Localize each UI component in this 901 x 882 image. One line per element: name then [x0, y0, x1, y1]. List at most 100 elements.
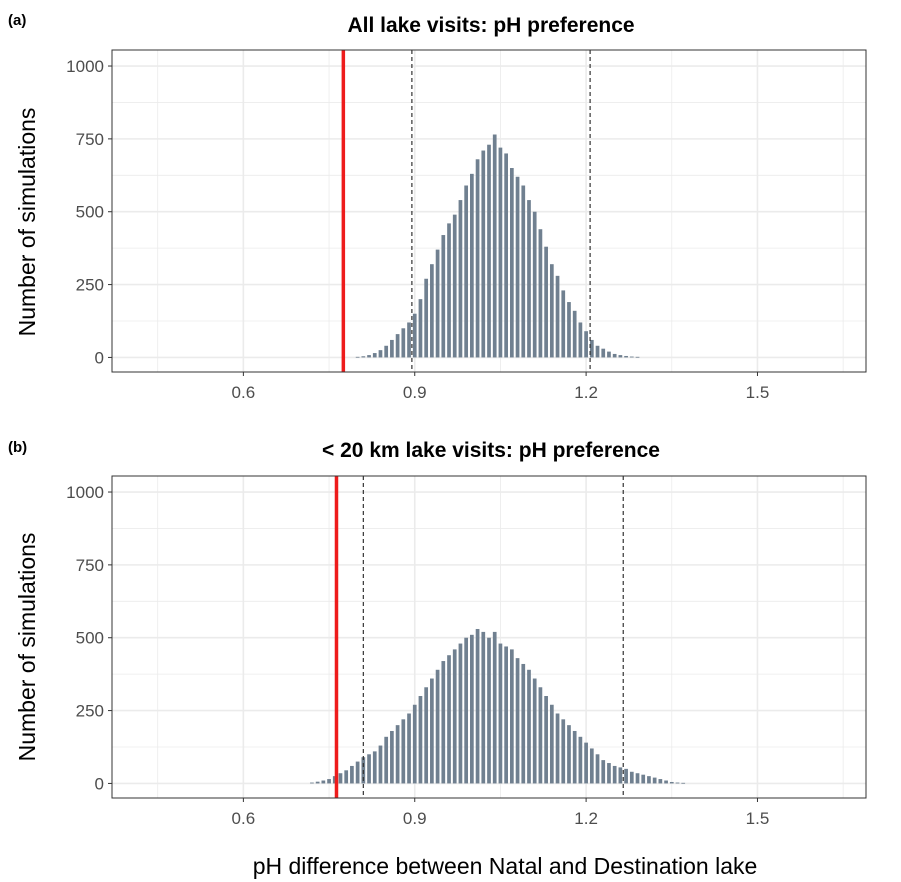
histogram-bar	[384, 736, 389, 784]
histogram-bar	[589, 339, 594, 358]
histogram-bar	[624, 768, 628, 784]
panel-a-bars	[355, 134, 640, 358]
panel-b-tag: (b)	[8, 439, 27, 456]
histogram-bar	[544, 246, 548, 358]
x-tick-label: 1.2	[574, 383, 598, 402]
histogram-bar	[355, 761, 360, 784]
histogram-bar	[475, 628, 480, 784]
histogram-bar	[521, 663, 526, 784]
histogram-bar	[384, 345, 389, 358]
histogram-bar	[589, 748, 594, 784]
x-tick-label: 0.9	[403, 809, 427, 828]
histogram-bar	[578, 322, 583, 358]
histogram-bar	[470, 173, 474, 358]
histogram-bar	[338, 773, 343, 784]
x-tick-label: 1.5	[746, 383, 770, 402]
y-tick-label: 500	[76, 203, 104, 222]
histogram-bar	[509, 168, 514, 358]
histogram-bar	[544, 696, 548, 784]
histogram-bar	[464, 637, 469, 784]
histogram-bar	[584, 331, 588, 358]
histogram-bar	[635, 356, 640, 358]
y-tick-label: 250	[76, 276, 104, 295]
histogram-bar	[521, 185, 526, 358]
histogram-bar	[612, 353, 617, 358]
x-tick-label: 1.5	[746, 809, 770, 828]
histogram-bar	[412, 313, 417, 358]
histogram-bar	[567, 725, 571, 784]
histogram-bar	[647, 776, 651, 784]
panel-a: (a) All lake visits: pH preference Numbe…	[8, 12, 867, 402]
histogram-bar	[595, 754, 600, 784]
histogram-bar	[561, 290, 566, 358]
histogram-bar	[315, 781, 320, 784]
histogram-bar	[418, 299, 423, 358]
histogram-bar	[624, 355, 628, 358]
histogram-bar	[635, 773, 640, 784]
histogram-bar	[629, 771, 634, 784]
histogram-bar	[441, 661, 446, 784]
histogram-bar	[367, 754, 371, 784]
histogram-bar	[481, 631, 486, 784]
histogram-bar	[487, 144, 491, 358]
histogram-bar	[629, 356, 634, 358]
x-tick-label: 1.2	[574, 809, 598, 828]
histogram-bar	[618, 355, 623, 358]
histogram-bar	[681, 782, 686, 784]
histogram-bar	[584, 742, 588, 784]
histogram-bar	[607, 763, 611, 784]
x-axis-label: pH difference between Natal and Destinat…	[253, 853, 758, 879]
histogram-bar	[578, 736, 583, 784]
x-tick-label: 0.6	[232, 809, 256, 828]
histogram-bar	[447, 223, 451, 358]
histogram-bar	[344, 770, 349, 784]
histogram-bar	[401, 328, 406, 358]
y-tick-label: 1000	[66, 57, 104, 76]
histogram-bar	[567, 302, 571, 358]
histogram-bar	[361, 356, 366, 358]
panel-b-x-ticks: 0.6 0.9 1.2 1.5	[232, 798, 770, 828]
x-tick-label: 0.6	[232, 383, 256, 402]
histogram-bar	[561, 719, 566, 784]
histogram-bar	[532, 211, 537, 358]
histogram-bar	[458, 643, 463, 784]
histogram-bar	[435, 249, 440, 358]
panel-a-title: All lake visits: pH preference	[347, 14, 634, 37]
histogram-bar	[515, 658, 520, 784]
histogram-bar	[452, 214, 457, 358]
panel-a-y-ticks: 0 250 500 750 1000	[66, 57, 112, 367]
histogram-bar	[527, 200, 531, 358]
histogram-bar	[355, 356, 360, 358]
histogram-bar	[378, 350, 383, 358]
histogram-bar	[612, 765, 617, 784]
histogram-bar	[504, 646, 508, 784]
histogram-bar	[372, 751, 377, 784]
panel-b-plot-frame	[111, 475, 867, 799]
y-tick-label: 250	[76, 702, 104, 721]
histogram-bar	[498, 147, 503, 358]
histogram-bar	[464, 185, 469, 358]
histogram-bar	[675, 782, 680, 784]
panel-b-y-axis-label: Number of simulations	[14, 533, 40, 762]
histogram-bar	[492, 631, 497, 784]
panel-a-x-ticks: 0.6 0.9 1.2 1.5	[232, 372, 770, 402]
histogram-bar	[321, 780, 326, 784]
histogram-bar	[669, 781, 674, 784]
histogram-bar	[487, 637, 491, 784]
histogram-bar	[504, 153, 508, 358]
histogram-bar	[549, 264, 554, 358]
histogram-bar	[401, 719, 406, 784]
histogram-bar	[532, 678, 537, 784]
histogram-bar	[515, 176, 520, 358]
histogram-bar	[572, 310, 577, 358]
histogram-bar	[390, 339, 394, 358]
histogram-bar	[595, 345, 600, 358]
histogram-bar	[407, 322, 411, 358]
histogram-bar	[407, 713, 411, 784]
histogram-bar	[658, 779, 663, 784]
histogram-bar	[549, 704, 554, 784]
histogram-bar	[395, 334, 400, 358]
histogram-bar	[447, 655, 451, 784]
histogram-bar	[435, 669, 440, 784]
